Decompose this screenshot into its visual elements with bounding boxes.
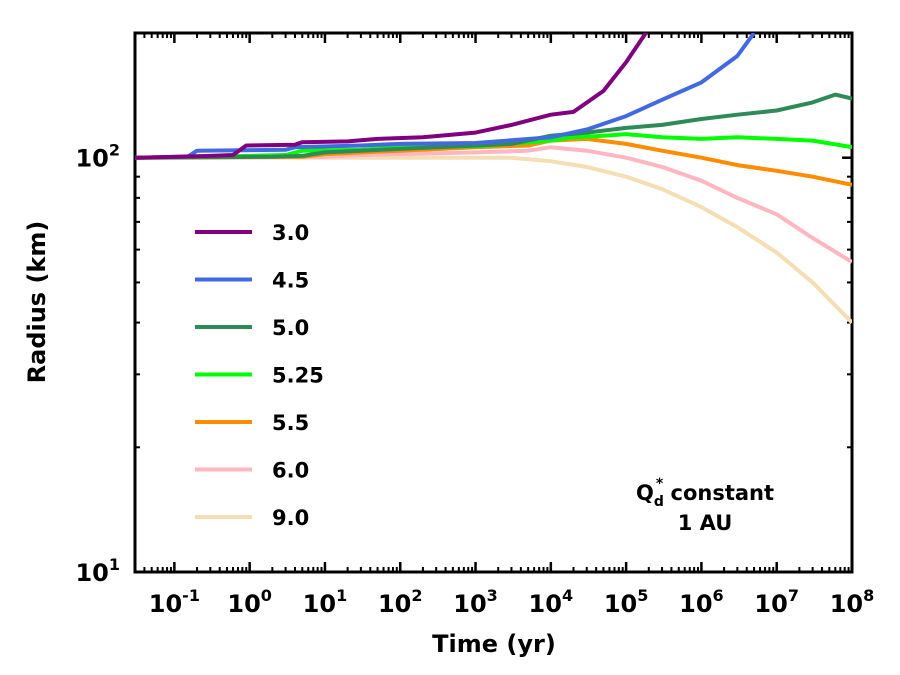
minor-ticks (134, 32, 852, 572)
legend: 3.0 4.5 5.0 5.25 5.5 6.0 9.0 (195, 221, 324, 530)
x-tick-label-base: 10 (303, 590, 336, 618)
legend-label: 6.0 (272, 459, 309, 483)
x-tick-label: 10-1 (149, 586, 200, 618)
y-tick-label-exponent: 1 (109, 555, 120, 574)
x-tick-label-base: 10 (149, 590, 182, 618)
x-tick-label-exponent: 7 (788, 586, 799, 605)
x-tick-label-exponent: 0 (261, 586, 272, 605)
x-tick-label-exponent: 6 (713, 586, 724, 605)
x-tick-label: 106 (679, 586, 724, 618)
x-tick-label-exponent: 3 (487, 586, 498, 605)
x-tick-label-base: 10 (378, 590, 411, 618)
legend-label: 3.0 (272, 221, 309, 245)
y-axis-title: Radius (km) (23, 221, 51, 384)
x-tick-label-exponent: 2 (411, 586, 422, 605)
legend-label: 5.0 (272, 316, 309, 340)
y-tick-label: 102 (75, 141, 120, 173)
x-tick-label: 108 (830, 586, 875, 618)
series-line-4-5 (135, 33, 756, 160)
x-tick-label-base: 10 (679, 590, 712, 618)
legend-label: 5.25 (272, 364, 324, 388)
y-tick-label-base: 10 (75, 559, 108, 587)
series-line-5-25 (135, 132, 852, 160)
x-tick-label-base: 10 (529, 590, 562, 618)
series-line-5-0 (135, 92, 852, 160)
annotation-line-2: 1 AU (678, 511, 733, 535)
x-tick-label-exponent: 1 (336, 586, 347, 605)
annotation-q: Q (636, 481, 654, 505)
series-line-6-0 (135, 145, 852, 264)
x-tick-label: 101 (303, 586, 348, 618)
y-tick-label: 101 (75, 555, 120, 587)
annotation-line-1: Qd * constant (636, 476, 774, 510)
x-tick-label-exponent: -1 (182, 586, 200, 605)
series-lines (135, 33, 852, 324)
series-line-9-0 (135, 155, 852, 324)
annotation-sup: * (656, 476, 664, 492)
x-tick-label-base: 10 (830, 590, 863, 618)
series-line-3-0 (135, 33, 649, 160)
plot-frame-group (133, 31, 854, 574)
x-axis-title: Time (yr) (432, 630, 556, 658)
x-tick-label: 107 (754, 586, 799, 618)
x-tick-label-base: 10 (227, 590, 260, 618)
x-tick-label: 104 (529, 586, 574, 618)
y-tick-label-exponent: 2 (109, 141, 120, 160)
annotation: Qd * constant 1 AU (636, 476, 774, 535)
legend-label: 4.5 (272, 269, 309, 293)
plot-frame (133, 31, 854, 574)
x-tick-label-base: 10 (604, 590, 637, 618)
x-tick-labels: 10-1 100 101 102 103 104 105 106 107 108 (149, 586, 874, 618)
x-tick-label-exponent: 8 (863, 586, 874, 605)
x-tick-label: 102 (378, 586, 423, 618)
legend-label: 9.0 (272, 506, 309, 530)
x-tick-label-exponent: 4 (562, 586, 573, 605)
x-tick-label-base: 10 (754, 590, 787, 618)
x-tick-label: 105 (604, 586, 649, 618)
y-tick-label-base: 10 (75, 145, 108, 173)
legend-label: 5.5 (272, 411, 309, 435)
annotation-rest: constant (663, 481, 774, 505)
x-tick-label: 100 (227, 586, 272, 618)
x-tick-label-base: 10 (453, 590, 486, 618)
annotation-sub: d (654, 494, 664, 510)
x-tick-label: 103 (453, 586, 498, 618)
x-tick-label-exponent: 5 (637, 586, 648, 605)
